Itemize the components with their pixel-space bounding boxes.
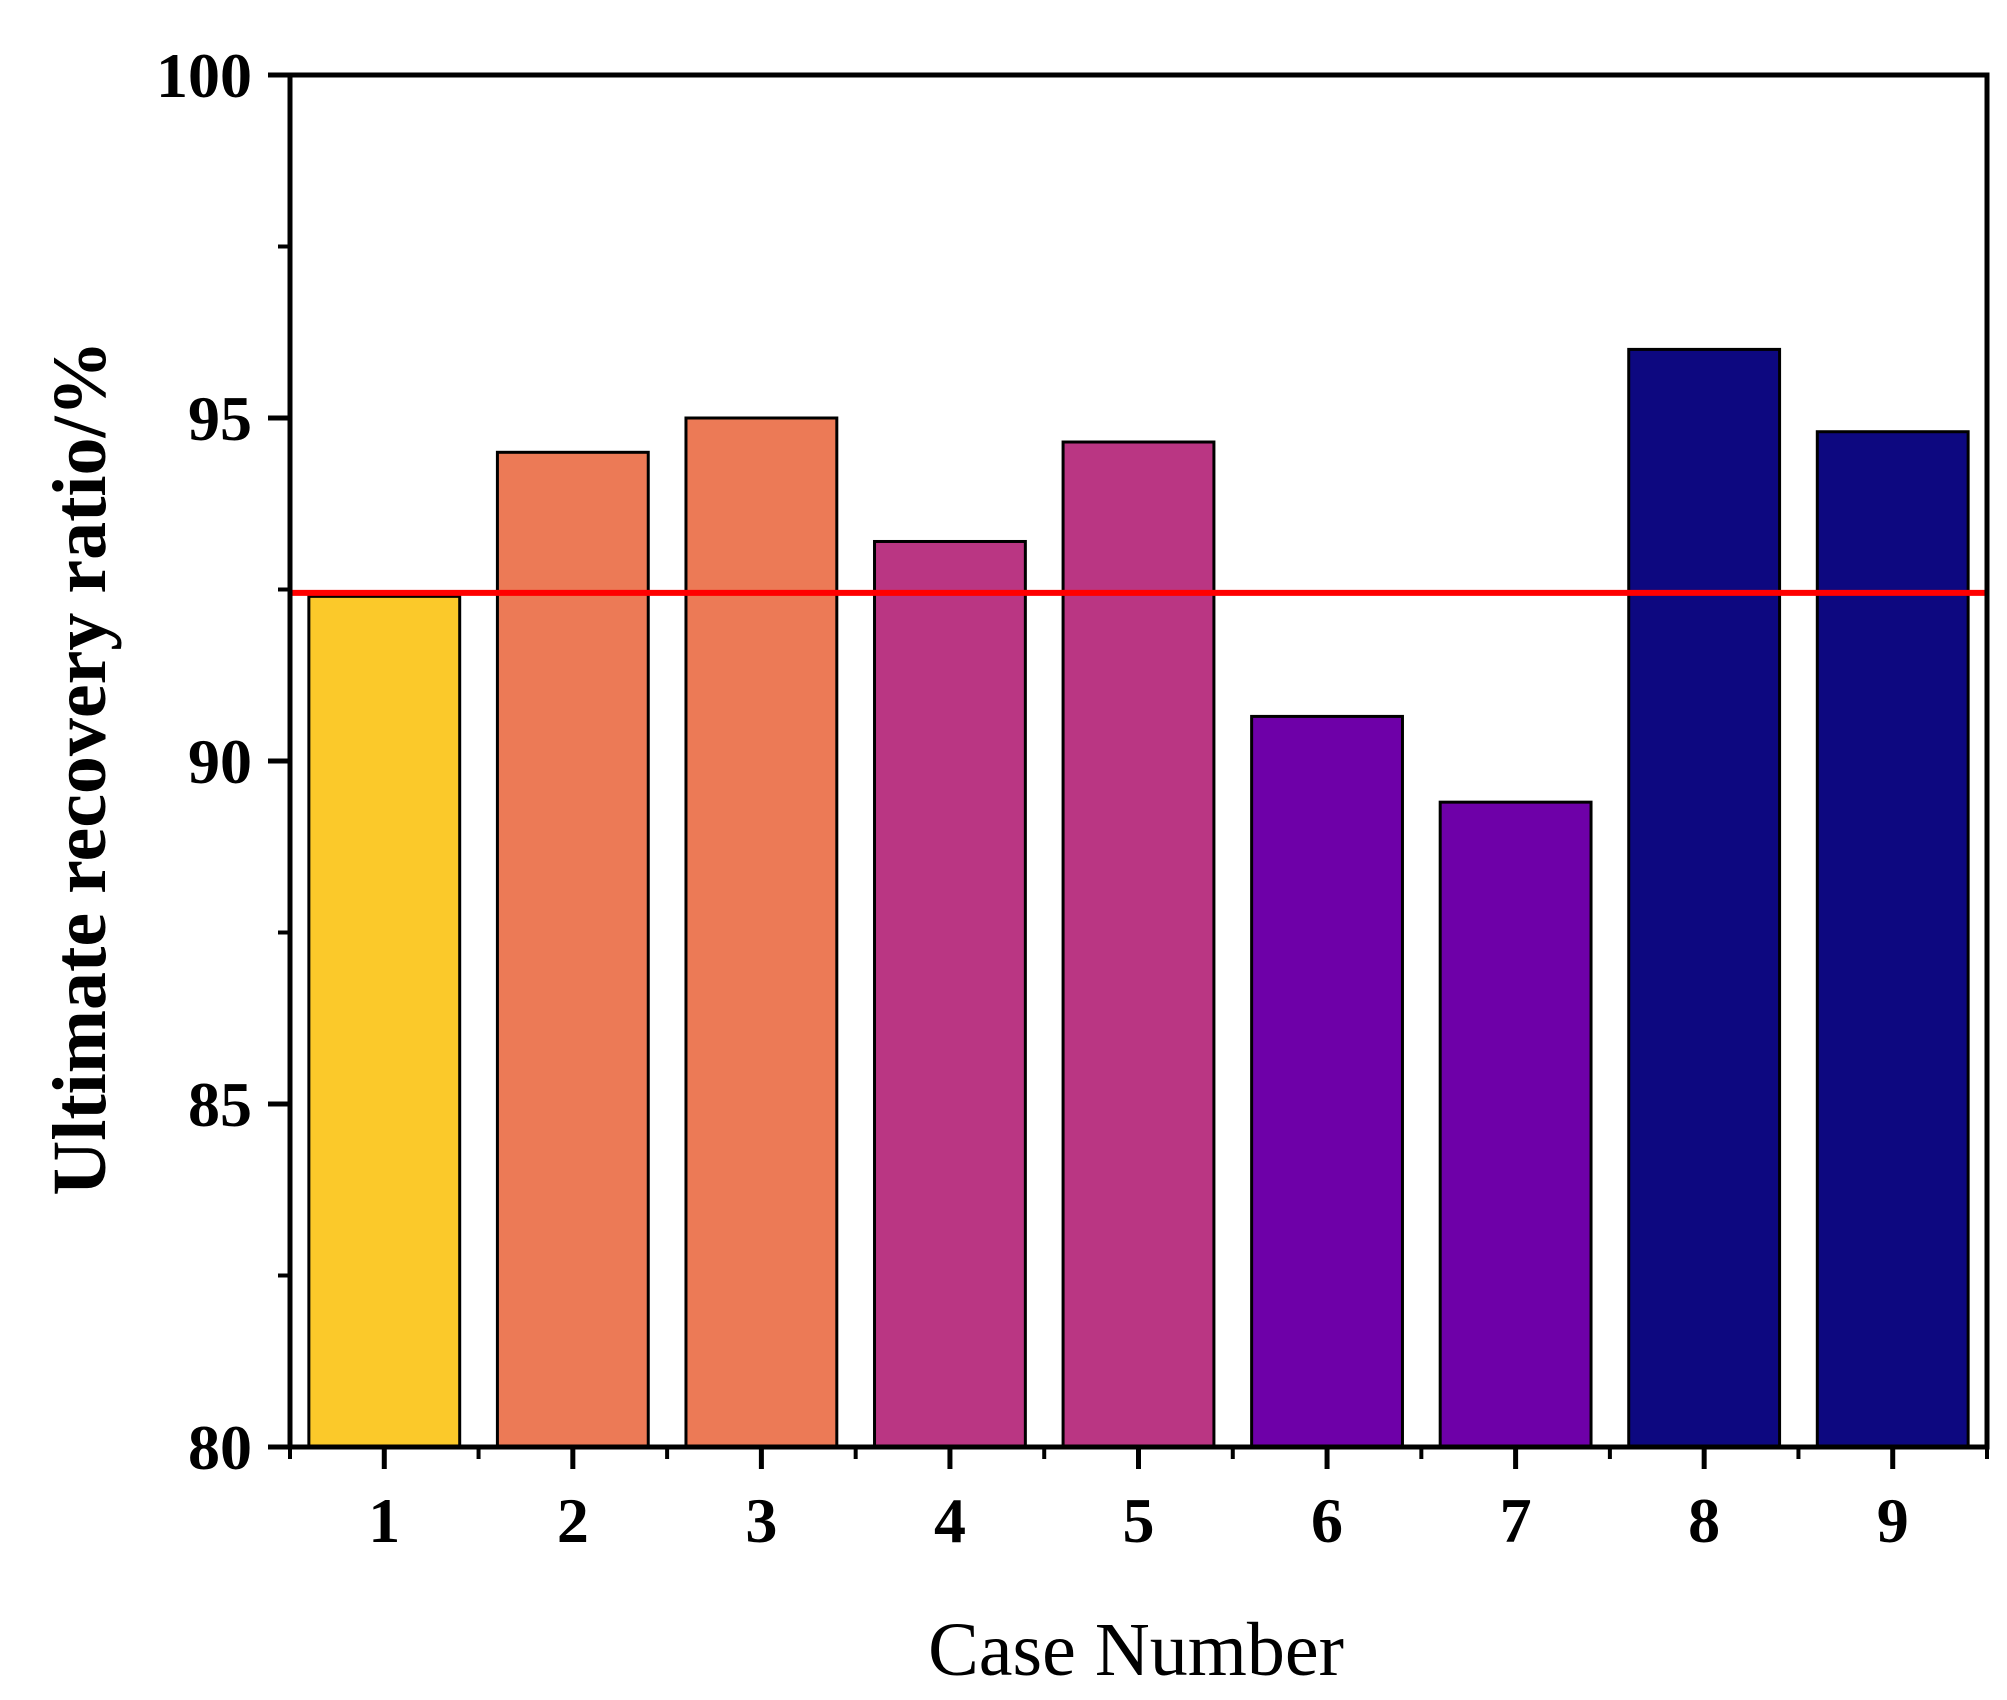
x-tick-label: 7 [1500,1485,1532,1556]
bar-case-5 [1061,440,1216,1449]
x-tick-label: 4 [934,1485,966,1556]
bar-case-6 [1250,714,1404,1449]
x-tick-label: 8 [1688,1485,1720,1556]
bars-layer [307,347,1970,1449]
y-tick-label: 100 [156,40,252,111]
x-tick-label: 3 [745,1485,777,1556]
ticks-layer: 80 85 90 95 100 1 2 3 4 5 6 7 8 9 [156,40,1989,1556]
bar-case-2 [495,450,650,1449]
x-tick-label: 2 [557,1485,589,1556]
x-tick-label: 5 [1123,1485,1155,1556]
y-tick-label: 85 [188,1069,252,1140]
x-axis-title: Case Number [928,1608,1344,1692]
bar-case-1 [307,594,462,1449]
y-axis-title: Ultimate recovery ratio/% [38,340,122,1195]
x-tick-label: 1 [368,1485,400,1556]
bar-case-7 [1438,800,1593,1449]
y-tick-label: 95 [188,383,252,454]
y-tick-label: 90 [188,726,252,797]
bar-case-8 [1627,347,1782,1449]
bar-case-9 [1815,430,1970,1449]
bar-case-4 [873,539,1027,1449]
bar-case-3 [684,416,839,1449]
x-tick-label: 6 [1311,1485,1343,1556]
x-tick-label: 9 [1877,1485,1909,1556]
y-tick-label: 80 [188,1412,252,1483]
